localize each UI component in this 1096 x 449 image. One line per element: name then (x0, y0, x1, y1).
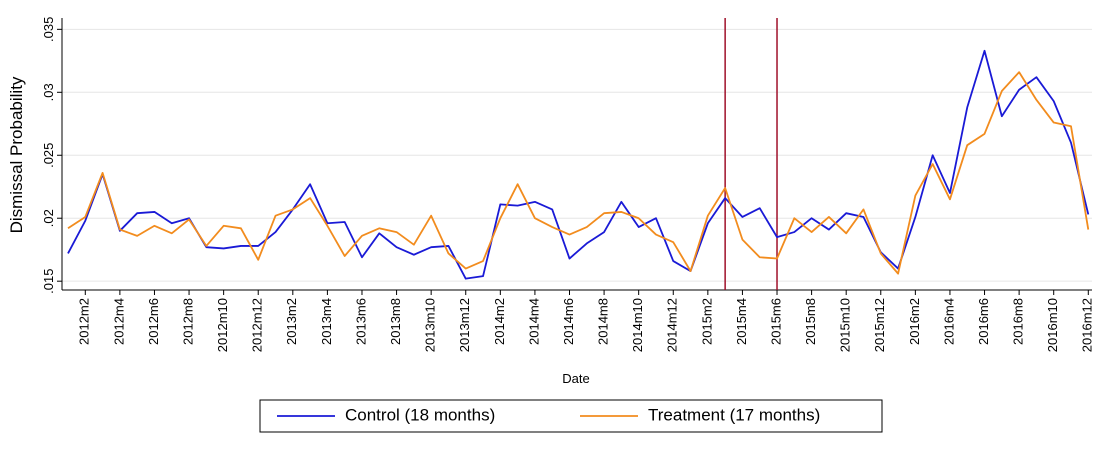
legend-label: Control (18 months) (345, 405, 495, 424)
y-tick-label: .015 (41, 269, 56, 294)
x-tick-label: 2012m8 (180, 298, 195, 345)
x-tick-label: 2015m12 (872, 298, 887, 352)
x-tick-label: 2014m10 (630, 298, 645, 352)
x-tick-label: 2016m4 (941, 298, 956, 345)
x-tick-label: 2014m4 (526, 298, 541, 345)
x-tick-label: 2014m6 (561, 298, 576, 345)
x-tick-label: 2013m2 (284, 298, 299, 345)
x-tick-label: 2015m4 (734, 298, 749, 345)
y-tick-label: .035 (41, 17, 56, 42)
x-tick-label: 2014m8 (596, 298, 611, 345)
x-tick-label: 2016m6 (976, 298, 991, 345)
x-tick-label: 2013m6 (353, 298, 368, 345)
series-line (67, 49, 1090, 280)
x-tick-label: 2013m10 (423, 298, 438, 352)
x-axis-label: Date (562, 371, 589, 386)
legend: Control (18 months) Treatment (17 months) (259, 399, 883, 433)
x-tick-label: 2012m2 (77, 298, 92, 345)
x-tick-label: 2015m2 (699, 298, 714, 345)
y-tick-label: .03 (41, 83, 56, 101)
series-line (67, 71, 1090, 275)
x-tick-label: 2012m6 (146, 298, 161, 345)
x-tick-label: 2014m2 (492, 298, 507, 345)
x-tick-label: 2016m12 (1080, 298, 1095, 352)
legend-box (259, 399, 883, 433)
x-tick-label: 2016m8 (1011, 298, 1026, 345)
y-tick-label: .02 (41, 209, 56, 227)
legend-label: Treatment (17 months) (648, 405, 820, 424)
x-tick-label: 2015m8 (803, 298, 818, 345)
x-tick-label: 2013m8 (388, 298, 403, 345)
y-tick-label: .025 (41, 143, 56, 168)
x-tick-label: 2012m4 (111, 298, 126, 345)
x-tick-label: 2014m12 (665, 298, 680, 352)
x-tick-label: 2012m10 (215, 298, 230, 352)
x-tick-label: 2013m12 (457, 298, 472, 352)
x-tick-label: 2016m10 (1045, 298, 1060, 352)
x-tick-label: 2016m2 (907, 298, 922, 345)
y-axis-label: Dismissal Probability (7, 76, 26, 233)
x-tick-label: 2012m12 (250, 298, 265, 352)
x-tick-label: 2015m10 (838, 298, 853, 352)
x-tick-label: 2015m6 (768, 298, 783, 345)
x-tick-label: 2013m4 (319, 298, 334, 345)
